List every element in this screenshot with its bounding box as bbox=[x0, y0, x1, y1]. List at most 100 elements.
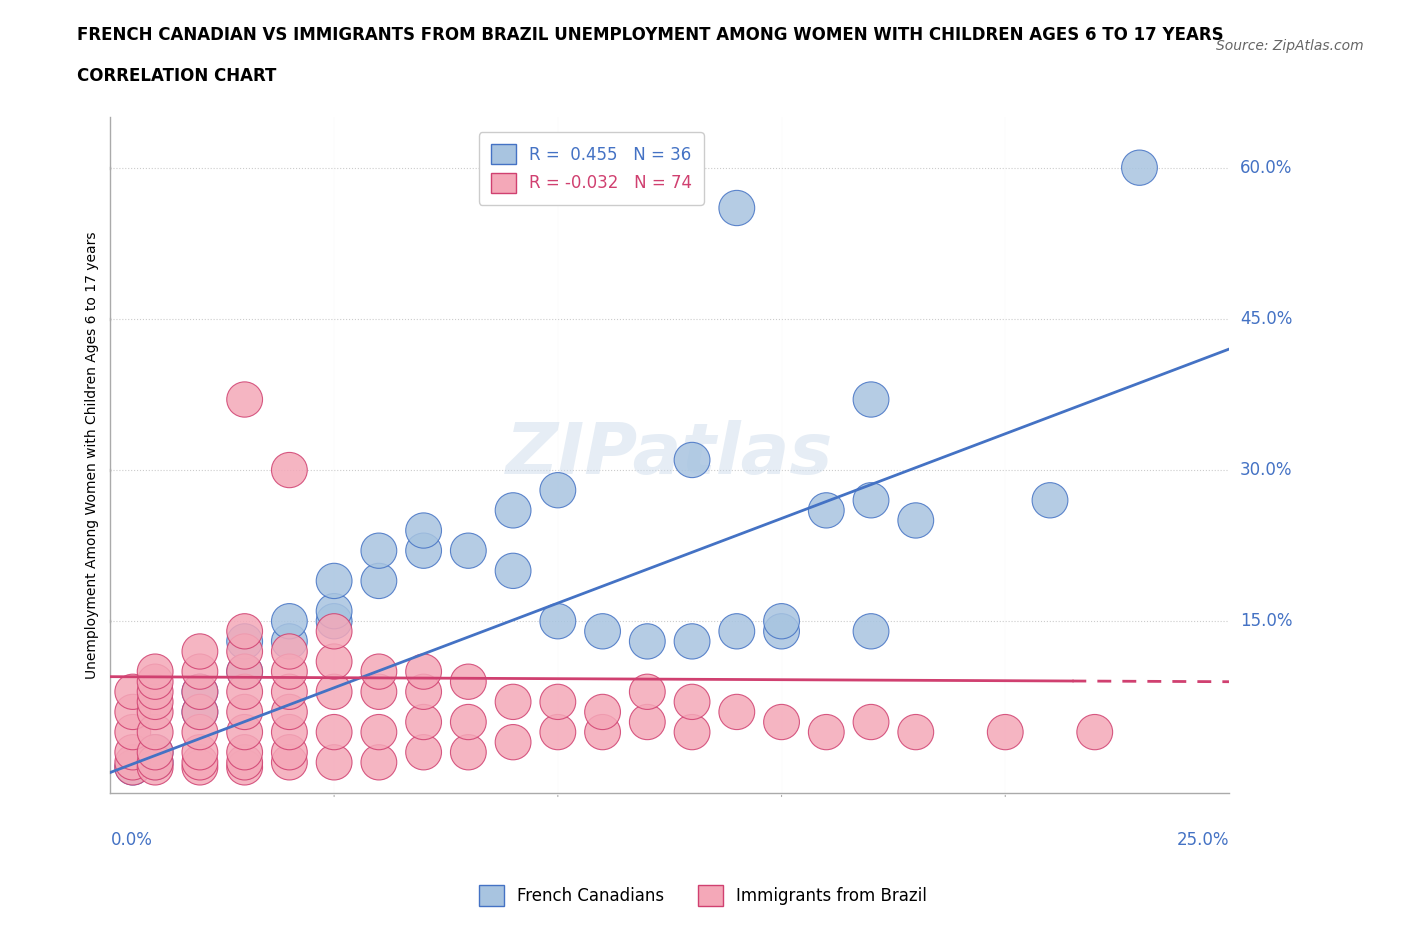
Ellipse shape bbox=[495, 724, 531, 760]
Y-axis label: Unemployment Among Women with Children Ages 6 to 17 years: Unemployment Among Women with Children A… bbox=[86, 232, 100, 679]
Ellipse shape bbox=[271, 634, 308, 669]
Ellipse shape bbox=[763, 614, 800, 649]
Ellipse shape bbox=[406, 654, 441, 689]
Ellipse shape bbox=[316, 674, 352, 710]
Ellipse shape bbox=[181, 750, 218, 785]
Ellipse shape bbox=[115, 750, 150, 785]
Ellipse shape bbox=[361, 564, 396, 599]
Legend: French Canadians, Immigrants from Brazil: French Canadians, Immigrants from Brazil bbox=[472, 879, 934, 912]
Ellipse shape bbox=[406, 735, 441, 770]
Ellipse shape bbox=[316, 614, 352, 649]
Ellipse shape bbox=[271, 735, 308, 770]
Ellipse shape bbox=[853, 382, 889, 418]
Text: 15.0%: 15.0% bbox=[1240, 612, 1292, 631]
Ellipse shape bbox=[540, 684, 575, 720]
Ellipse shape bbox=[138, 745, 173, 780]
Text: 45.0%: 45.0% bbox=[1240, 310, 1292, 328]
Text: 25.0%: 25.0% bbox=[1177, 831, 1229, 849]
Ellipse shape bbox=[673, 624, 710, 659]
Ellipse shape bbox=[115, 674, 150, 710]
Text: ZIPatlas: ZIPatlas bbox=[506, 420, 834, 489]
Ellipse shape bbox=[540, 714, 575, 750]
Ellipse shape bbox=[361, 654, 396, 689]
Ellipse shape bbox=[630, 674, 665, 710]
Ellipse shape bbox=[181, 735, 218, 770]
Ellipse shape bbox=[853, 614, 889, 649]
Ellipse shape bbox=[673, 714, 710, 750]
Ellipse shape bbox=[673, 443, 710, 478]
Ellipse shape bbox=[585, 714, 620, 750]
Ellipse shape bbox=[718, 191, 755, 226]
Ellipse shape bbox=[763, 604, 800, 639]
Ellipse shape bbox=[138, 654, 173, 689]
Legend: R =  0.455   N = 36, R = -0.032   N = 74: R = 0.455 N = 36, R = -0.032 N = 74 bbox=[479, 132, 704, 205]
Ellipse shape bbox=[316, 564, 352, 599]
Ellipse shape bbox=[450, 533, 486, 568]
Ellipse shape bbox=[495, 493, 531, 528]
Text: 60.0%: 60.0% bbox=[1240, 159, 1292, 177]
Ellipse shape bbox=[181, 654, 218, 689]
Ellipse shape bbox=[271, 674, 308, 710]
Ellipse shape bbox=[361, 745, 396, 780]
Ellipse shape bbox=[406, 704, 441, 739]
Ellipse shape bbox=[630, 624, 665, 659]
Ellipse shape bbox=[361, 533, 396, 568]
Ellipse shape bbox=[450, 735, 486, 770]
Ellipse shape bbox=[181, 695, 218, 730]
Ellipse shape bbox=[226, 654, 263, 689]
Text: FRENCH CANADIAN VS IMMIGRANTS FROM BRAZIL UNEMPLOYMENT AMONG WOMEN WITH CHILDREN: FRENCH CANADIAN VS IMMIGRANTS FROM BRAZI… bbox=[77, 26, 1225, 44]
Ellipse shape bbox=[406, 533, 441, 568]
Ellipse shape bbox=[138, 664, 173, 699]
Ellipse shape bbox=[316, 644, 352, 679]
Ellipse shape bbox=[450, 704, 486, 739]
Ellipse shape bbox=[271, 714, 308, 750]
Ellipse shape bbox=[226, 624, 263, 659]
Ellipse shape bbox=[898, 503, 934, 538]
Text: 0.0%: 0.0% bbox=[111, 831, 152, 849]
Ellipse shape bbox=[271, 745, 308, 780]
Ellipse shape bbox=[115, 745, 150, 780]
Ellipse shape bbox=[226, 745, 263, 780]
Ellipse shape bbox=[271, 452, 308, 487]
Ellipse shape bbox=[271, 654, 308, 689]
Ellipse shape bbox=[316, 745, 352, 780]
Ellipse shape bbox=[138, 735, 173, 770]
Ellipse shape bbox=[181, 745, 218, 780]
Ellipse shape bbox=[226, 614, 263, 649]
Ellipse shape bbox=[115, 714, 150, 750]
Ellipse shape bbox=[718, 614, 755, 649]
Ellipse shape bbox=[181, 714, 218, 750]
Text: CORRELATION CHART: CORRELATION CHART bbox=[77, 67, 277, 85]
Ellipse shape bbox=[181, 634, 218, 669]
Ellipse shape bbox=[1032, 483, 1069, 518]
Ellipse shape bbox=[495, 684, 531, 720]
Ellipse shape bbox=[673, 684, 710, 720]
Ellipse shape bbox=[138, 714, 173, 750]
Ellipse shape bbox=[226, 382, 263, 418]
Ellipse shape bbox=[406, 674, 441, 710]
Ellipse shape bbox=[540, 604, 575, 639]
Ellipse shape bbox=[898, 714, 934, 750]
Ellipse shape bbox=[138, 750, 173, 785]
Ellipse shape bbox=[585, 614, 620, 649]
Ellipse shape bbox=[718, 695, 755, 730]
Ellipse shape bbox=[316, 604, 352, 639]
Ellipse shape bbox=[226, 695, 263, 730]
Ellipse shape bbox=[271, 624, 308, 659]
Ellipse shape bbox=[987, 714, 1024, 750]
Ellipse shape bbox=[226, 750, 263, 785]
Ellipse shape bbox=[226, 654, 263, 689]
Ellipse shape bbox=[138, 735, 173, 770]
Ellipse shape bbox=[181, 674, 218, 710]
Ellipse shape bbox=[630, 704, 665, 739]
Ellipse shape bbox=[115, 750, 150, 785]
Ellipse shape bbox=[808, 714, 844, 750]
Ellipse shape bbox=[495, 553, 531, 589]
Ellipse shape bbox=[226, 634, 263, 669]
Ellipse shape bbox=[181, 695, 218, 730]
Ellipse shape bbox=[138, 674, 173, 710]
Ellipse shape bbox=[271, 695, 308, 730]
Ellipse shape bbox=[226, 735, 263, 770]
Ellipse shape bbox=[181, 674, 218, 710]
Ellipse shape bbox=[808, 493, 844, 528]
